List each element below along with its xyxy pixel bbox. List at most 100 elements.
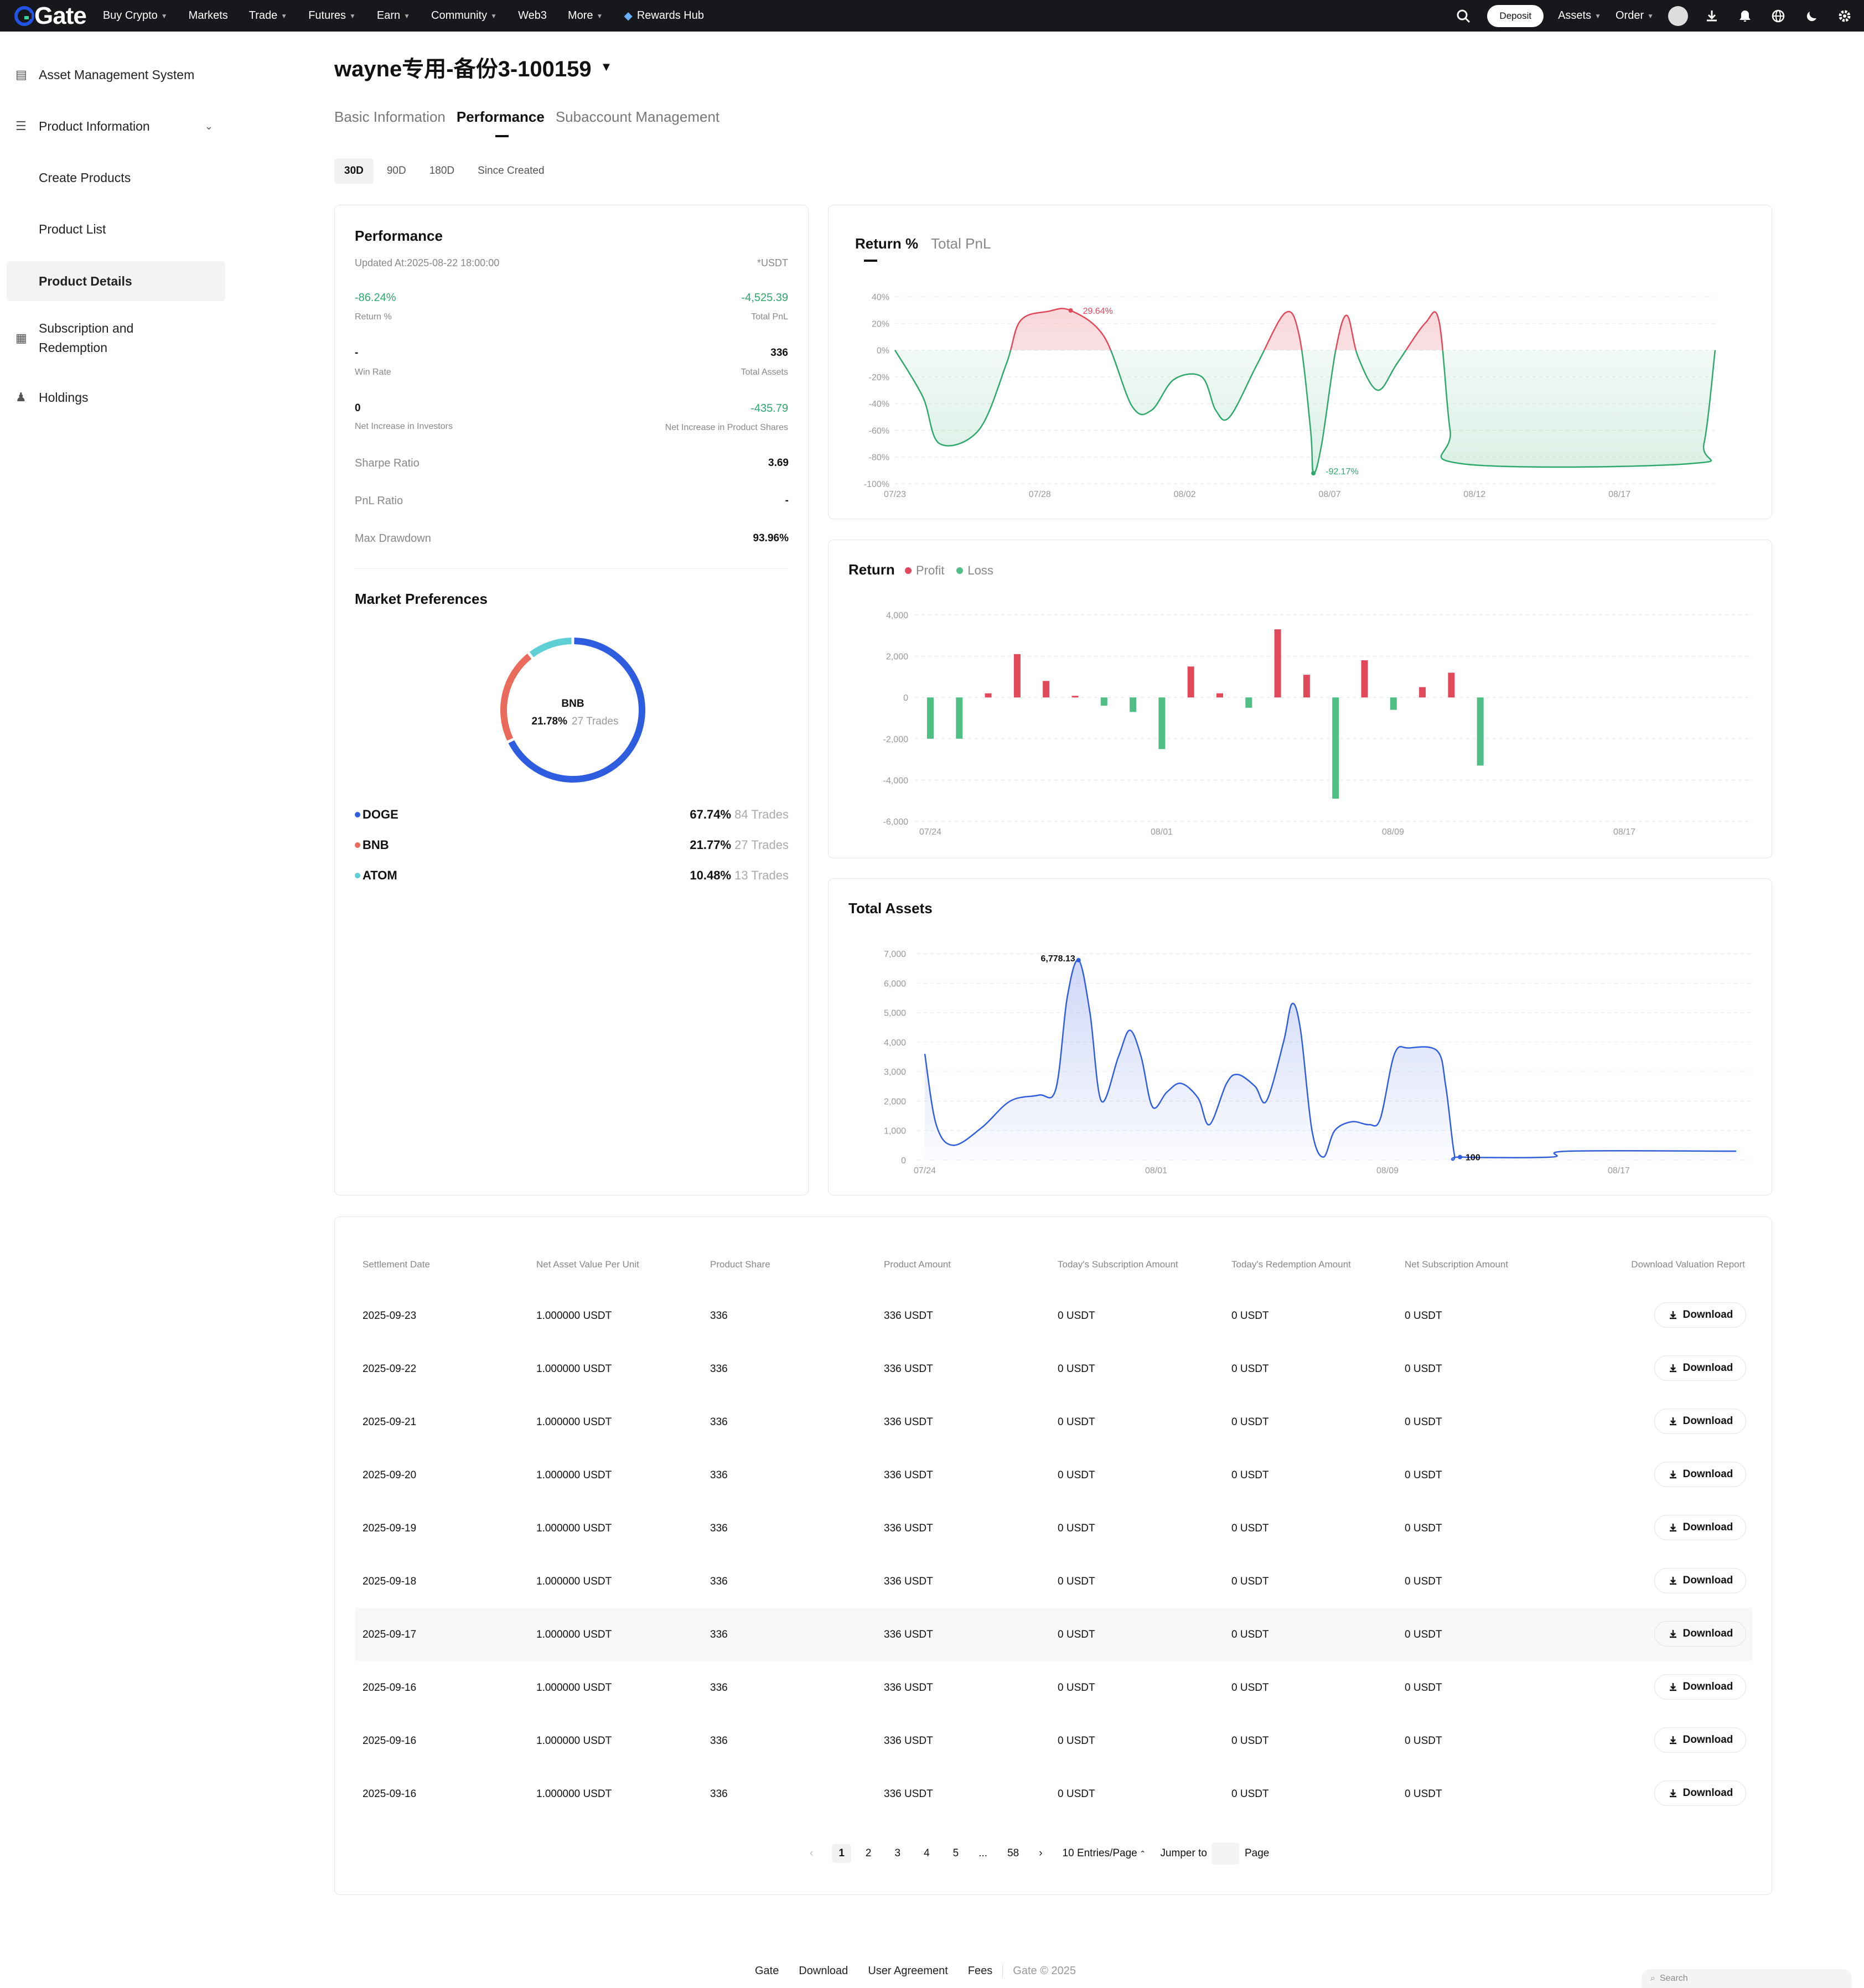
performance-card: Performance Updated At:2025-08-22 18:00:…	[334, 205, 809, 1195]
gate-logo[interactable]: Gate	[14, 2, 87, 30]
gift-icon: ◆	[624, 10, 633, 22]
sidebar-item-asset-management[interactable]: ▤ Asset Management System	[7, 66, 225, 83]
assets-menu[interactable]: Assets ▼	[1558, 9, 1601, 22]
nav-earn[interactable]: Earn ▼	[377, 9, 410, 22]
page-title[interactable]: wayne专用-备份3-100159 ▼	[334, 51, 612, 83]
sidebar-item-product-information[interactable]: ☰ Product Information ⌄	[7, 118, 225, 134]
chart2-bar	[1130, 697, 1137, 712]
market-trades: 13 Trades	[734, 868, 789, 882]
table-cell: 0 USDT	[1405, 1363, 1442, 1375]
search-icon[interactable]	[1454, 7, 1473, 25]
chevron-down-icon: ▼	[349, 12, 356, 20]
sidebar-item-subscription-redemption[interactable]: ▦ Subscription and Redemption	[7, 319, 225, 358]
total-assets-title: Total Assets	[848, 900, 933, 917]
download-button[interactable]: Download	[1654, 1568, 1746, 1593]
bell-icon[interactable]	[1736, 7, 1754, 25]
chart1-area-positive	[895, 308, 1715, 350]
order-menu[interactable]: Order ▼	[1616, 9, 1654, 22]
tab-return-percent[interactable]: Return %	[855, 235, 919, 252]
time-range-selector: 30D 90D 180D Since Created	[334, 158, 558, 184]
pagination: ‹ 1 2 3 4 5 ... 58 › 10 Entries/Page ⌃ Ju…	[810, 1842, 1269, 1865]
table-cell: 0 USDT	[1058, 1682, 1095, 1694]
download-button[interactable]: Download	[1654, 1355, 1746, 1381]
page-button-4[interactable]: 4	[924, 1847, 930, 1859]
entries-per-page-select[interactable]: 10 Entries/Page ⌃	[1063, 1847, 1146, 1860]
tab-basic-information[interactable]: Basic Information	[334, 108, 446, 125]
sharpe-value: 3.69	[768, 457, 789, 469]
download-label: Download	[1682, 1681, 1733, 1692]
divider	[355, 568, 789, 569]
sidebar-item-product-list[interactable]: Product List	[7, 221, 225, 237]
download-icon	[1669, 1683, 1676, 1691]
nav-buy-crypto[interactable]: Buy Crypto ▼	[103, 9, 168, 22]
range-90d[interactable]: 90D	[386, 165, 406, 177]
chart3-y-tick: 6,000	[884, 979, 906, 988]
footer-link-fees[interactable]: Fees	[967, 1965, 993, 1977]
download-button[interactable]: Download	[1654, 1409, 1746, 1434]
nav-web3[interactable]: Web3	[518, 9, 547, 22]
donut-center-trades: 27 Trades	[572, 716, 619, 727]
table-cell: 1.000000 USDT	[536, 1416, 612, 1428]
download-button[interactable]: Download	[1654, 1727, 1746, 1753]
document-icon: ▦	[15, 331, 27, 345]
nav-markets[interactable]: Markets	[189, 9, 228, 22]
page-button-2[interactable]: 2	[865, 1847, 872, 1859]
nav-label: Futures	[308, 9, 346, 22]
deposit-button[interactable]: Deposit	[1487, 4, 1544, 27]
page-button-3[interactable]: 3	[894, 1847, 901, 1859]
next-page-icon[interactable]: ›	[1039, 1847, 1043, 1859]
pnl-ratio-row: PnL Ratio -	[355, 495, 789, 508]
page-button-58[interactable]: 58	[1007, 1847, 1019, 1859]
download-button[interactable]: Download	[1654, 1462, 1746, 1487]
nav-futures[interactable]: Futures ▼	[308, 9, 356, 22]
page-button-5[interactable]: 5	[952, 1847, 959, 1859]
nav-community[interactable]: Community ▼	[431, 9, 497, 22]
download-icon[interactable]	[1702, 7, 1721, 25]
download-button[interactable]: Download	[1654, 1515, 1746, 1540]
gear-icon[interactable]	[1835, 7, 1854, 25]
range-180d[interactable]: 180D	[429, 165, 455, 177]
sidebar-item-create-products[interactable]: Create Products	[7, 169, 225, 186]
table-header: Product Amount	[884, 1259, 951, 1270]
page-button-1[interactable]: 1	[832, 1844, 851, 1863]
sidebar-item-label: Holdings	[39, 390, 89, 405]
chart2-bar	[1303, 675, 1310, 698]
chart2-bar	[1245, 697, 1252, 708]
tab-subaccount-management[interactable]: Subaccount Management	[555, 108, 720, 125]
footer-link-gate[interactable]: Gate	[755, 1965, 779, 1977]
range-since-created[interactable]: Since Created	[478, 165, 545, 177]
chart2-bar	[1216, 693, 1223, 698]
tab-performance[interactable]: Performance	[456, 108, 545, 137]
avatar[interactable]	[1668, 6, 1688, 26]
globe-icon[interactable]	[1769, 7, 1788, 25]
return-percent-chart: 40% 20% 0% -20% -40% -60% -80% -100%07/23 07/28 0…	[864, 293, 1716, 499]
sidebar-item-product-details[interactable]: Product Details	[7, 261, 225, 301]
page-jump-input[interactable]	[1211, 1842, 1239, 1865]
table-cell: 2025-09-19	[363, 1523, 417, 1534]
prev-page-icon[interactable]: ‹	[810, 1847, 814, 1859]
pnl-label: Total PnL	[751, 312, 788, 322]
return-value: -86.24%	[355, 292, 396, 304]
nav-more[interactable]: More ▼	[568, 9, 603, 22]
download-button[interactable]: Download	[1654, 1302, 1746, 1328]
legend-loss: Loss	[967, 563, 993, 577]
nav-trade[interactable]: Trade ▼	[249, 9, 287, 22]
tab-total-pnl[interactable]: Total PnL	[931, 235, 991, 252]
market-pct: 10.48%	[690, 868, 732, 882]
download-button[interactable]: Download	[1654, 1621, 1746, 1647]
range-30d[interactable]: 30D	[334, 158, 374, 184]
chart2-bar	[1158, 697, 1166, 749]
download-label: Download	[1682, 1362, 1733, 1374]
table-cell: 0 USDT	[1405, 1523, 1442, 1534]
table-cell: 0 USDT	[1231, 1523, 1269, 1534]
download-button[interactable]: Download	[1654, 1674, 1746, 1700]
footer-link-download[interactable]: Download	[799, 1965, 848, 1977]
download-button[interactable]: Download	[1654, 1780, 1746, 1806]
table-row: 2025-09-22 1.000000 USDT 336 336 USDT 0 USDT…	[355, 1342, 1753, 1395]
nav-rewards-hub[interactable]: ◆ Rewards Hub	[624, 9, 704, 23]
footer-search-box[interactable]: ⌕ Search	[1642, 1969, 1852, 1988]
top-navigation-bar: Gate Buy Crypto ▼ Markets Trade ▼ Futures ▼…	[0, 0, 1864, 32]
sidebar-item-holdings[interactable]: ♟ Holdings	[7, 389, 225, 406]
footer-link-user-agreement[interactable]: User Agreement	[868, 1965, 948, 1977]
moon-icon[interactable]	[1802, 7, 1821, 25]
